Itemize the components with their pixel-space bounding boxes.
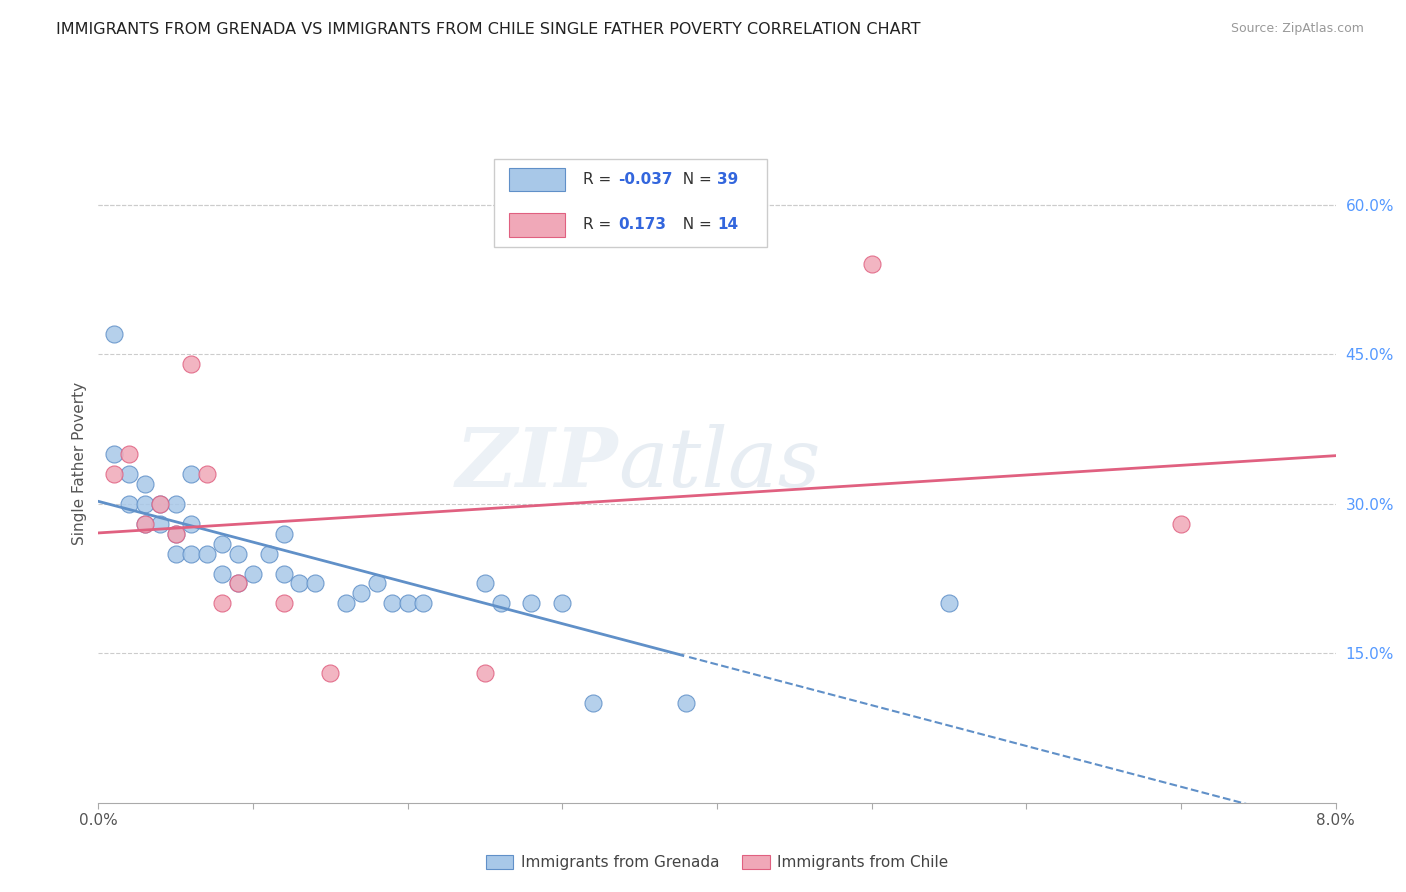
Point xyxy=(273,566,295,581)
Point xyxy=(180,467,202,481)
Point xyxy=(242,566,264,581)
Point xyxy=(257,547,280,561)
Point xyxy=(319,666,342,681)
Point xyxy=(134,516,156,531)
Y-axis label: Single Father Poverty: Single Father Poverty xyxy=(72,383,87,545)
FancyBboxPatch shape xyxy=(495,159,766,247)
Text: N =: N = xyxy=(672,172,716,187)
Point xyxy=(195,547,218,561)
Point xyxy=(938,596,960,610)
Point xyxy=(118,447,141,461)
Point xyxy=(134,516,156,531)
Text: R =: R = xyxy=(583,218,621,233)
Point xyxy=(118,467,141,481)
Point xyxy=(165,547,187,561)
Point xyxy=(195,467,218,481)
Point xyxy=(180,357,202,371)
Point xyxy=(412,596,434,610)
Text: 0.173: 0.173 xyxy=(619,218,666,233)
Point xyxy=(165,526,187,541)
Point xyxy=(226,576,249,591)
Text: IMMIGRANTS FROM GRENADA VS IMMIGRANTS FROM CHILE SINGLE FATHER POVERTY CORRELATI: IMMIGRANTS FROM GRENADA VS IMMIGRANTS FR… xyxy=(56,22,921,37)
Point xyxy=(134,497,156,511)
Text: 14: 14 xyxy=(717,218,738,233)
Point xyxy=(396,596,419,610)
Point xyxy=(551,596,574,610)
Point xyxy=(304,576,326,591)
Text: Source: ZipAtlas.com: Source: ZipAtlas.com xyxy=(1230,22,1364,36)
Point xyxy=(350,586,373,600)
Point xyxy=(489,596,512,610)
Point xyxy=(103,447,125,461)
Point xyxy=(165,526,187,541)
Point xyxy=(474,666,496,681)
Point xyxy=(860,257,883,271)
Point xyxy=(273,526,295,541)
Point xyxy=(211,566,233,581)
Point xyxy=(118,497,141,511)
Point xyxy=(211,596,233,610)
Point xyxy=(366,576,388,591)
Point xyxy=(582,696,605,710)
Text: N =: N = xyxy=(672,218,716,233)
Point xyxy=(226,547,249,561)
Point xyxy=(165,497,187,511)
FancyBboxPatch shape xyxy=(509,168,565,191)
Text: -0.037: -0.037 xyxy=(619,172,672,187)
Point xyxy=(381,596,404,610)
Point xyxy=(273,596,295,610)
Point xyxy=(288,576,311,591)
Point xyxy=(1170,516,1192,531)
Point xyxy=(149,497,172,511)
Point xyxy=(474,576,496,591)
Point xyxy=(103,327,125,342)
Point xyxy=(103,467,125,481)
Point xyxy=(149,516,172,531)
Text: ZIP: ZIP xyxy=(456,424,619,504)
Point xyxy=(180,516,202,531)
Point xyxy=(675,696,697,710)
Point xyxy=(211,536,233,550)
Point xyxy=(149,497,172,511)
Point xyxy=(335,596,357,610)
Point xyxy=(226,576,249,591)
Legend: Immigrants from Grenada, Immigrants from Chile: Immigrants from Grenada, Immigrants from… xyxy=(479,849,955,877)
Point xyxy=(520,596,543,610)
Text: 39: 39 xyxy=(717,172,738,187)
Point xyxy=(180,547,202,561)
FancyBboxPatch shape xyxy=(509,213,565,236)
Text: R =: R = xyxy=(583,172,617,187)
Point xyxy=(134,476,156,491)
Text: atlas: atlas xyxy=(619,424,821,504)
